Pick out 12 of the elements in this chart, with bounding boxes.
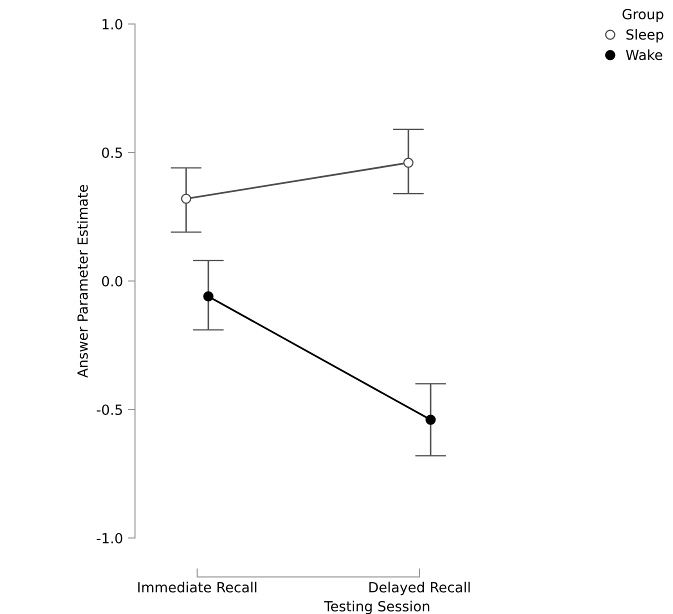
y-tick-label: 0.0: [102, 276, 122, 286]
y-tick-label: -0.5: [96, 404, 122, 415]
y-tick-label: 1.0: [102, 18, 122, 30]
y-tick-label: 0.5: [102, 147, 122, 158]
y-tick-label: -1.0: [96, 532, 122, 544]
x-axis-title: Testing Session: [324, 600, 430, 614]
legend-label: Sleep: [626, 29, 664, 42]
legend-title: Group: [622, 8, 664, 22]
x-tick-label: Delayed Recall: [369, 582, 470, 596]
x-tick-label: Immediate Recall: [138, 582, 256, 592]
legend-label: Wake: [626, 49, 662, 60]
y-axis-title: Answer Parameter Estimate: [77, 184, 88, 378]
